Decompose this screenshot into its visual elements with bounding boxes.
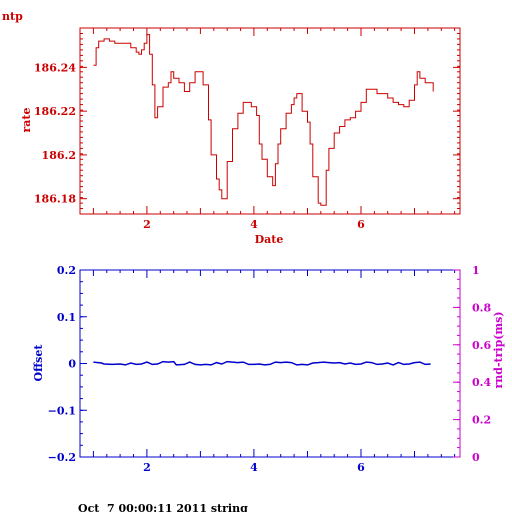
offset-plot-series-line-0 bbox=[93, 360, 431, 366]
offset-plot-xtick-label: 6 bbox=[357, 461, 365, 474]
offset-plot-y2tick-label: 0 bbox=[472, 451, 480, 464]
rate-plot-xlabel: Date bbox=[255, 233, 284, 246]
offset-plot-y2label: rnd-trip(ms) bbox=[492, 311, 505, 388]
offset-plot-ytick-label: 0.1 bbox=[57, 311, 76, 324]
offset-plot-y2tick-label: 0.6 bbox=[472, 339, 491, 352]
rate-plot: 2 4 6 186.18 186.2 186.22 186.24 bbox=[34, 27, 461, 231]
rate-plot-frame bbox=[79, 27, 461, 215]
offset-plot-y2tick-label: 0.2 bbox=[472, 414, 491, 427]
rate-plot-xtick-label: 4 bbox=[250, 218, 258, 231]
offset-plot-ytick-label: 0 bbox=[68, 358, 76, 371]
rate-plot-ytick-label: 186.24 bbox=[34, 61, 76, 74]
rate-plot-xtick-label: 6 bbox=[357, 218, 365, 231]
footer-timestamp: Oct 7 00:00:11 2011 string bbox=[78, 502, 248, 512]
rate-plot-series-line-0 bbox=[93, 34, 434, 206]
offset-plot-ylabel: Offset bbox=[32, 344, 45, 382]
offset-plot-xtick-label: 4 bbox=[250, 461, 258, 474]
offset-plot-ytick-label: −0.2 bbox=[48, 451, 76, 464]
offset-plot-y2tick-label: 0.8 bbox=[472, 301, 491, 314]
rate-plot-ytick-label: 186.22 bbox=[34, 105, 76, 118]
offset-plot-y2tick-label: 0.4 bbox=[472, 376, 491, 389]
header-label: ntp bbox=[2, 10, 23, 23]
offset-plot: 2 4 6 −0.2 −0.1 0 0.1 0.2 0 0.2 0.4 0.6 0.8 1 bbox=[48, 264, 492, 474]
offset-plot-ytick-label: 0.2 bbox=[57, 264, 76, 277]
rate-plot-ytick-label: 186.2 bbox=[42, 149, 76, 162]
offset-plot-ytick-label: −0.1 bbox=[48, 404, 76, 417]
rate-plot-ytick-label: 186.18 bbox=[34, 193, 76, 206]
offset-plot-xtick-label: 2 bbox=[143, 461, 151, 474]
rate-plot-xtick-label: 2 bbox=[143, 218, 151, 231]
offset-plot-y2tick-label: 1 bbox=[472, 264, 480, 277]
rate-plot-ylabel: rate bbox=[20, 107, 33, 132]
